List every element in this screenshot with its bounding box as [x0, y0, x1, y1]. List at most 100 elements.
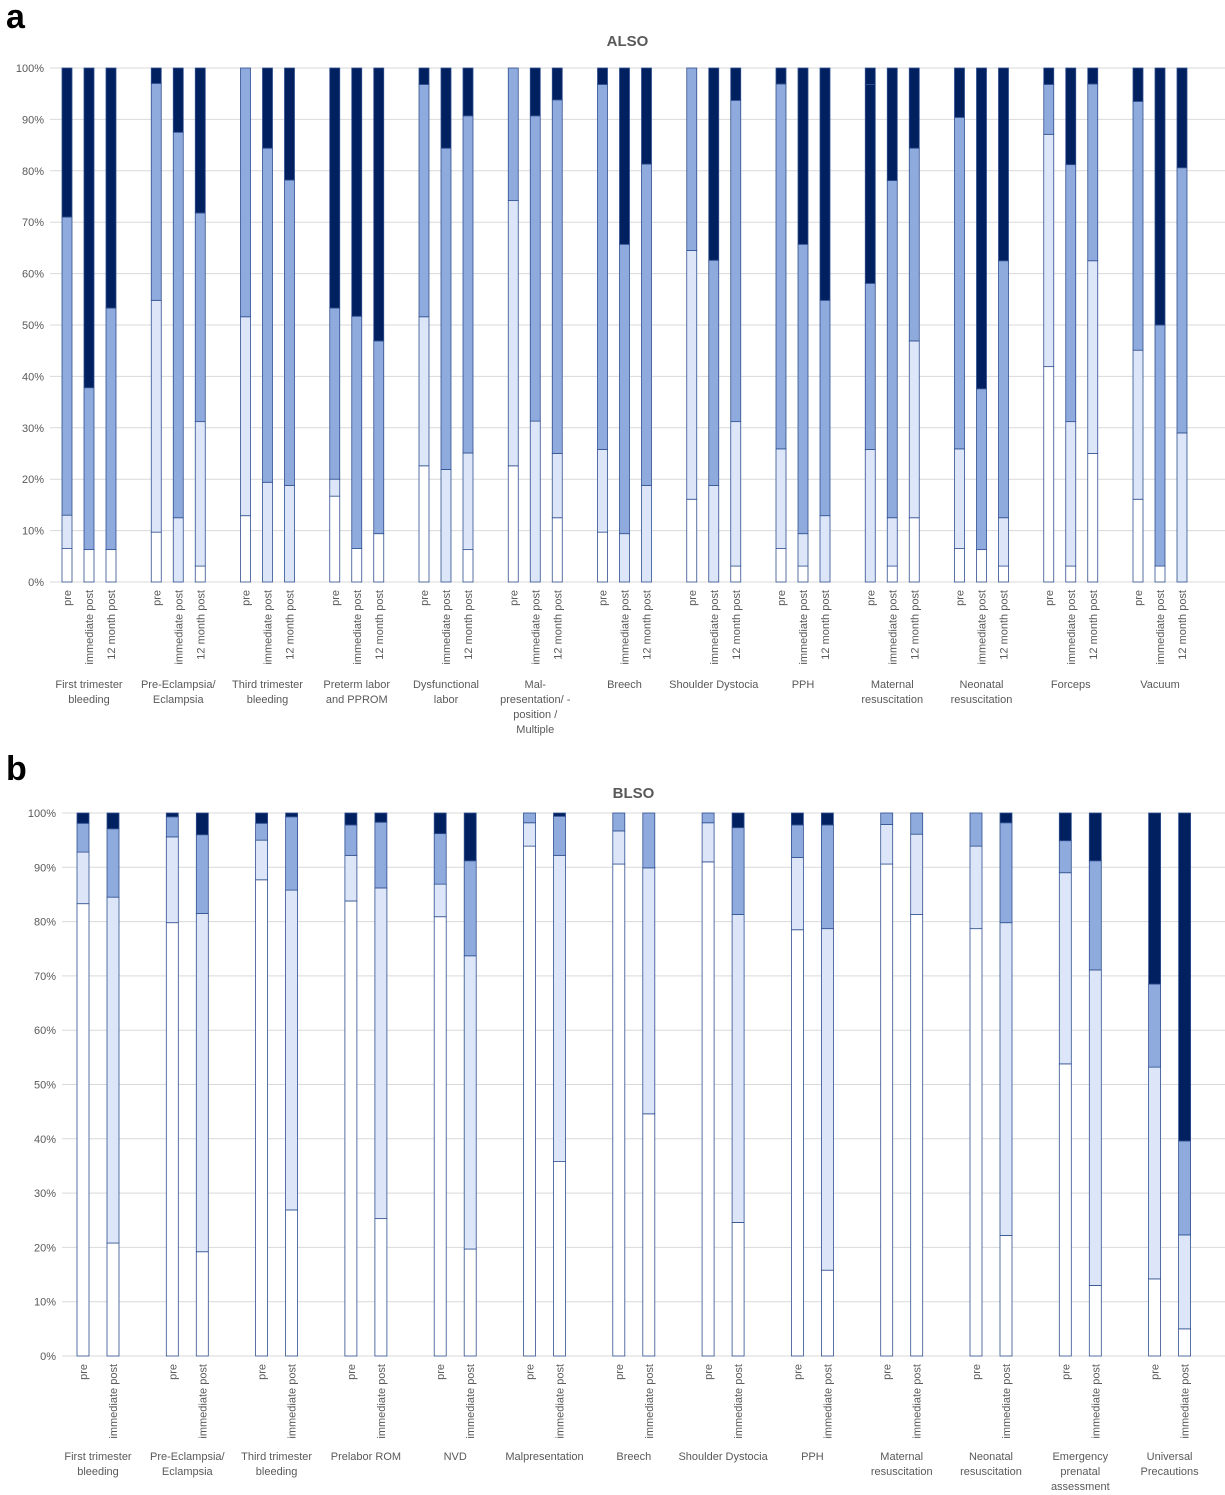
blso-bar-segment: [612, 830, 626, 865]
also-bar-segment: [83, 549, 95, 583]
also-bar-segment: [61, 67, 73, 218]
also-bar-label: pre: [598, 590, 610, 606]
blso-bar-segment: [165, 816, 179, 838]
also-bar-label: pre: [1044, 590, 1056, 606]
also-bar-label: 12 month post: [999, 590, 1011, 660]
also-category-label: Third trimester: [232, 679, 303, 691]
also-bar-segment: [150, 299, 162, 533]
also-bar-label: immediate post: [709, 590, 721, 665]
blso-bar-segment: [255, 822, 269, 841]
blso-category-label: Precautions: [1141, 1466, 1200, 1478]
blso-bar-segment: [821, 1269, 834, 1357]
blso-chart-title: BLSO: [613, 785, 655, 802]
also-bar-label: 12 month post: [195, 590, 207, 660]
also-bar-segment: [351, 315, 363, 549]
also-chart-title: ALSO: [607, 33, 649, 50]
blso-bar-label: immediate post: [822, 1364, 834, 1439]
blso-bar-label: immediate post: [733, 1364, 745, 1439]
also-y-tick-label: 20%: [22, 474, 44, 486]
blso-bar-label: pre: [78, 1364, 90, 1380]
also-bar-segment: [61, 514, 73, 549]
also-bar-segment: [284, 179, 295, 486]
blso-category-label: Universal: [1147, 1451, 1193, 1463]
blso-category-label: resuscitation: [960, 1466, 1022, 1478]
panel-letter-a: a: [6, 0, 25, 36]
also-bar-segment: [797, 533, 809, 567]
blso-bar-label: immediate post: [465, 1364, 477, 1439]
also-bar-segment: [954, 448, 965, 549]
also-bar-segment: [105, 549, 117, 583]
blso-bar-segment: [612, 863, 626, 1357]
blso-bar-segment: [285, 812, 299, 818]
also-bar-segment: [954, 67, 965, 118]
also-bar-segment: [886, 565, 898, 583]
also-bar-segment: [1154, 67, 1166, 326]
blso-bar-segment: [463, 955, 477, 1250]
blso-bar-segment: [821, 928, 834, 1271]
also-bar-segment: [1154, 324, 1166, 567]
blso-category-label: bleeding: [77, 1466, 119, 1478]
blso-bar-label: pre: [525, 1364, 537, 1380]
blso-bar-segment: [433, 883, 447, 918]
blso-bar-segment: [1178, 812, 1191, 1142]
blso-bar-segment: [1058, 872, 1072, 1065]
also-bar-segment: [619, 533, 630, 583]
also-bar-segment: [1087, 67, 1099, 85]
also-bar-label: pre: [865, 590, 877, 606]
blso-bar-segment: [195, 913, 209, 1253]
also-y-tick-label: 100%: [16, 63, 44, 75]
also-category-label: Neonatal: [959, 679, 1003, 691]
blso-category-label: First trimester: [64, 1451, 132, 1463]
also-bar-segment: [908, 67, 920, 149]
also-category-label: Vacuum: [1140, 679, 1180, 691]
also-category-label: Shoulder Dystocia: [669, 679, 759, 691]
also-bar-segment: [1087, 83, 1099, 262]
also-y-tick-label: 40%: [22, 371, 44, 383]
blso-bar-segment: [642, 1113, 656, 1357]
blso-bar-segment: [880, 824, 894, 865]
also-bar-label: immediate post: [977, 590, 989, 665]
also-bar-label: 12 month post: [1088, 590, 1100, 660]
also-bar-label: 12 month post: [909, 590, 921, 660]
also-bar-label: 12 month post: [463, 590, 475, 660]
blso-bar-segment: [969, 928, 983, 1357]
blso-category-label: PPH: [801, 1451, 824, 1463]
blso-bar-segment: [1178, 1140, 1191, 1236]
blso-bar-segment: [999, 1235, 1013, 1357]
blso-bar-segment: [731, 1222, 745, 1357]
blso-bar-segment: [165, 836, 179, 924]
also-bar-segment: [597, 448, 608, 533]
also-bar-segment: [1154, 565, 1166, 583]
blso-bar-label: pre: [792, 1364, 804, 1380]
also-category-label: presentation/ -: [500, 694, 571, 706]
blso-bar-segment: [553, 812, 566, 817]
also-category-label: Preterm labor: [323, 679, 390, 691]
blso-bar-segment: [1148, 1278, 1161, 1357]
also-bar-segment: [262, 481, 273, 583]
blso-bar-label: pre: [167, 1364, 179, 1380]
also-category-label: bleeding: [68, 694, 110, 706]
blso-bar-segment: [880, 863, 894, 1357]
also-bar-segment: [1087, 453, 1099, 583]
also-bar-segment: [351, 548, 363, 583]
also-bar-label: pre: [330, 590, 342, 606]
blso-bar-segment: [344, 854, 358, 902]
also-bar-segment: [418, 84, 430, 318]
blso-bar-segment: [910, 812, 924, 835]
blso-bar-segment: [791, 929, 804, 1357]
also-bar-segment: [418, 316, 430, 467]
blso-bar-label: pre: [1150, 1364, 1162, 1380]
blso-bar-segment: [731, 827, 745, 915]
also-bar-segment: [775, 83, 787, 450]
blso-bar-label: immediate post: [197, 1364, 209, 1439]
blso-bar-segment: [1178, 1328, 1191, 1357]
also-bar-segment: [730, 99, 742, 423]
blso-bar-segment: [612, 812, 626, 832]
blso-category-label: resuscitation: [871, 1466, 933, 1478]
also-bar-segment: [730, 421, 742, 567]
also-bar-segment: [1176, 432, 1188, 583]
blso-bar-segment: [1148, 983, 1161, 1068]
blso-category-label: Breech: [616, 1451, 651, 1463]
also-bar-segment: [262, 67, 273, 149]
blso-bar-segment: [374, 1218, 388, 1357]
